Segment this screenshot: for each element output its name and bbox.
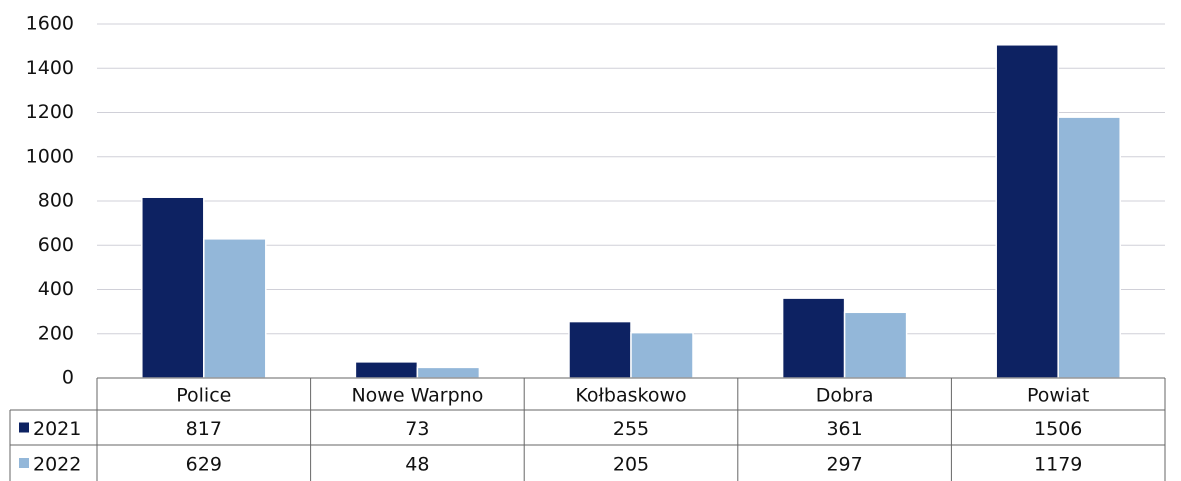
y-tick-label: 200 xyxy=(38,322,74,344)
bar xyxy=(354,361,419,379)
table-value: 73 xyxy=(405,418,429,440)
bar xyxy=(141,196,205,379)
x-tick-label: Kołbaskowo xyxy=(575,385,686,407)
bar xyxy=(1057,116,1121,379)
legend-label: 2022 xyxy=(33,454,81,476)
table-value: 297 xyxy=(826,454,862,476)
bar xyxy=(568,320,632,379)
x-tick-label: Powiat xyxy=(1027,385,1089,407)
table-value: 255 xyxy=(613,418,649,440)
bar xyxy=(203,238,267,379)
bar xyxy=(995,44,1059,379)
y-tick-label: 800 xyxy=(38,190,74,212)
bar xyxy=(630,331,694,379)
table-value: 629 xyxy=(186,454,222,476)
y-tick-label: 400 xyxy=(38,278,74,300)
y-tick-label: 600 xyxy=(38,234,74,256)
bar xyxy=(843,311,908,379)
x-tick-label: Nowe Warpno xyxy=(351,385,483,407)
bar xyxy=(781,297,846,379)
y-tick-label: 1000 xyxy=(26,145,74,167)
legend-swatch xyxy=(19,422,29,433)
table-value: 1506 xyxy=(1034,418,1082,440)
y-tick-label: 1600 xyxy=(26,13,74,35)
x-tick-label: Dobra xyxy=(816,385,874,407)
table-value: 1179 xyxy=(1034,454,1082,476)
table-value: 48 xyxy=(405,454,429,476)
legend-label: 2021 xyxy=(33,418,81,440)
legend-swatch xyxy=(19,458,29,468)
y-tick-label: 0 xyxy=(62,367,74,389)
table-value: 817 xyxy=(186,418,222,440)
y-tick-label: 1200 xyxy=(26,101,74,123)
table-value: 361 xyxy=(826,418,862,440)
x-tick-label: Police xyxy=(176,385,231,407)
table-value: 205 xyxy=(613,454,649,476)
y-tick-label: 1400 xyxy=(26,57,74,79)
bar xyxy=(416,366,481,379)
